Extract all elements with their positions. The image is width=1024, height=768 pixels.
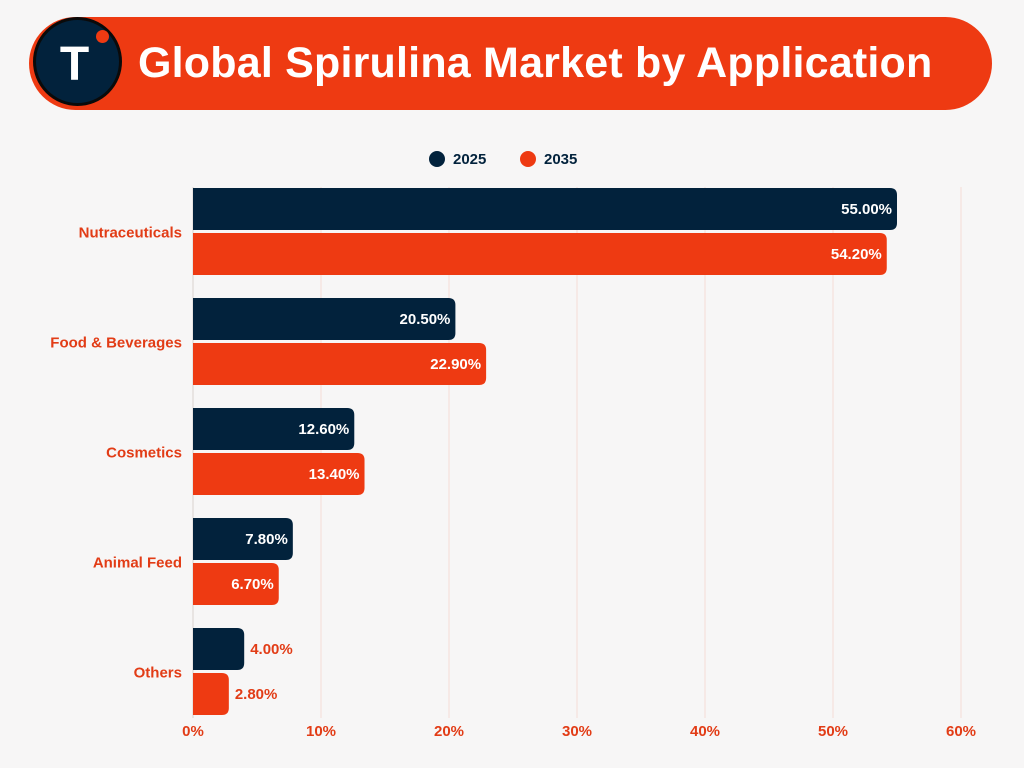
data-label: 4.00%	[250, 641, 293, 658]
logo-letter: T	[59, 38, 90, 91]
legend-marker	[429, 151, 445, 167]
data-label: 22.90%	[430, 356, 481, 373]
bar-2035	[193, 563, 279, 605]
data-label: 20.50%	[400, 311, 451, 328]
x-tick-label: 60%	[946, 723, 976, 740]
category-label: Others	[134, 665, 182, 682]
title-banner	[29, 17, 992, 110]
legend-marker	[520, 151, 536, 167]
data-label: 54.20%	[831, 246, 882, 263]
bar-2035	[193, 343, 487, 385]
data-label: 55.00%	[841, 201, 892, 218]
x-tick-label: 40%	[690, 723, 720, 740]
category-label: Food & Beverages	[50, 335, 182, 352]
category-label: Animal Feed	[93, 555, 182, 572]
data-label: 13.40%	[309, 466, 360, 483]
x-tick-label: 20%	[434, 723, 464, 740]
x-tick-label: 0%	[182, 723, 204, 740]
brand-logo: T	[33, 17, 122, 106]
data-label: 2.80%	[235, 686, 278, 703]
page-title: Global Spirulina Market by Application	[138, 39, 933, 87]
category-label: Cosmetics	[106, 445, 182, 462]
data-label: 12.60%	[298, 421, 349, 438]
bar-2025	[193, 628, 245, 670]
bar-2025	[193, 408, 355, 450]
category-label: Nutraceuticals	[79, 225, 182, 242]
data-label: 6.70%	[231, 576, 274, 593]
logo-dot-icon	[96, 30, 109, 43]
x-tick-label: 10%	[306, 723, 336, 740]
bar-2025	[193, 188, 897, 230]
bar-2035	[193, 673, 229, 715]
bar-2035	[193, 233, 887, 275]
legend-label: 2025	[453, 151, 486, 168]
bar-2025	[193, 298, 456, 340]
bar-2025	[193, 518, 293, 560]
bar-2035	[193, 453, 365, 495]
data-label: 7.80%	[245, 531, 288, 548]
legend-label: 2035	[544, 151, 577, 168]
x-tick-label: 50%	[818, 723, 848, 740]
x-tick-label: 30%	[562, 723, 592, 740]
